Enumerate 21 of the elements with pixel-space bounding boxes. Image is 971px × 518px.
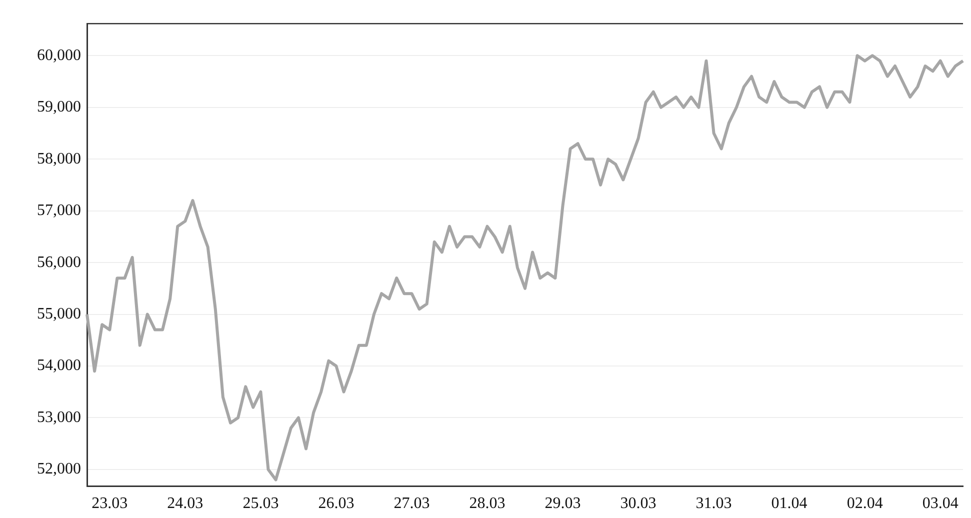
x-tick-label: 31.03 bbox=[696, 494, 732, 512]
y-tick-label: 59,000 bbox=[37, 98, 81, 116]
x-tick-label: 23.03 bbox=[92, 494, 128, 512]
x-tick-label: 01.04 bbox=[771, 494, 808, 512]
x-tick-label: 30.03 bbox=[620, 494, 656, 512]
x-tick-label: 27.03 bbox=[394, 494, 430, 512]
y-tick-label: 58,000 bbox=[37, 150, 81, 168]
y-tick-label: 57,000 bbox=[37, 202, 81, 220]
x-tick-label: 24.03 bbox=[167, 494, 204, 512]
x-tick-label: 26.03 bbox=[318, 494, 354, 512]
x-tick-label: 28.03 bbox=[469, 494, 506, 512]
y-tick-label: 55,000 bbox=[37, 305, 81, 322]
y-tick-label: 52,000 bbox=[37, 460, 81, 478]
y-tick-label: 53,000 bbox=[37, 408, 81, 426]
y-tick-label: 54,000 bbox=[37, 357, 81, 374]
y-tick-label: 56,000 bbox=[37, 254, 81, 271]
x-tick-label: 25.03 bbox=[242, 494, 279, 512]
x-tick-label: 03.04 bbox=[922, 494, 958, 512]
y-tick-label: 60,000 bbox=[37, 46, 81, 64]
x-tick-label: 02.04 bbox=[846, 494, 883, 512]
x-tick-label: 29.03 bbox=[544, 494, 581, 512]
